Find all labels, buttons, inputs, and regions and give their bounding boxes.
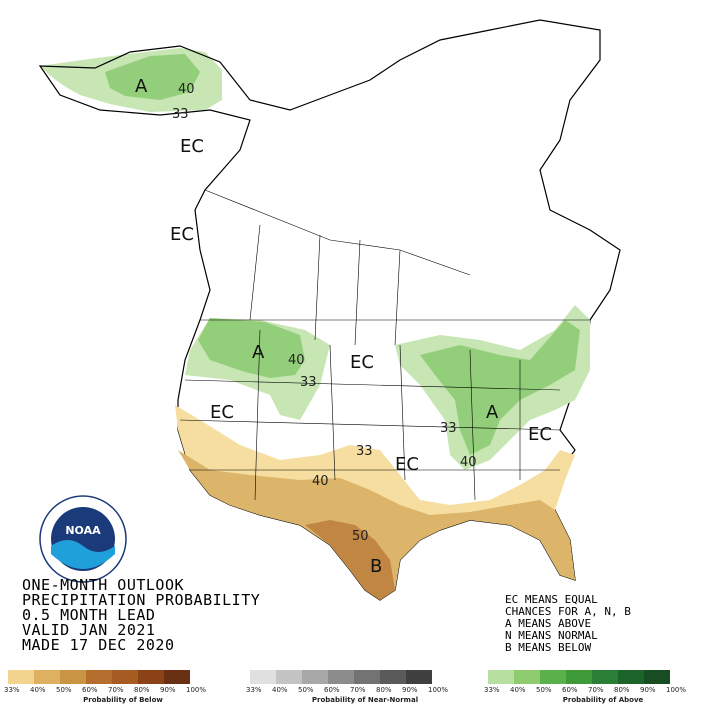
legend-below-tick: 100% (186, 686, 207, 694)
state-boundaries (179, 189, 590, 501)
south-below-50 (305, 520, 395, 600)
legend-normal-tick: 70% (350, 686, 366, 694)
region-label-north-plains: EC (350, 352, 374, 373)
legend-normal-swatch (380, 670, 406, 684)
region-label-northwest: A (252, 342, 265, 363)
legend-normal: 33% 40% 50% 60% 70% 80% 90% 100% Probability of… (246, 670, 480, 706)
legend-normal-swatch (250, 670, 276, 684)
legend-normal-tick: 33% (246, 686, 262, 694)
legend-normal-swatch (302, 670, 328, 684)
northeast-above-40 (420, 320, 580, 455)
south-below-40 (178, 450, 575, 600)
region-label-canada-west: EC (180, 136, 204, 157)
region-label-west: EC (210, 402, 234, 423)
legend-above-swatch (644, 670, 670, 684)
legend-above-swatch (618, 670, 644, 684)
legend-above-tick: 80% (614, 686, 630, 694)
noaa-logo: NOAA (39, 495, 127, 583)
legend-above-swatch (592, 670, 618, 684)
region-label-ohio-valley: A (486, 402, 499, 423)
legend-below-swatch (34, 670, 60, 684)
legend-below-swatches (8, 670, 238, 684)
contour-label-northwest-40: 40 (288, 353, 305, 368)
northwest-above-40 (198, 318, 305, 378)
legend-above-tick: 90% (640, 686, 656, 694)
contour-label-alaska-40: 40 (178, 82, 195, 97)
legend-normal-swatch (328, 670, 354, 684)
legend-above-swatch (566, 670, 592, 684)
region-label-bc: EC (170, 224, 194, 245)
legend-above-swatches (488, 670, 718, 684)
contour-label-midwest-40: 40 (460, 455, 477, 470)
legend-above-swatch (488, 670, 514, 684)
legend-above-tick: 50% (536, 686, 552, 694)
legend-normal-tick: 80% (376, 686, 392, 694)
title-block: ONE-MONTH OUTLOOK PRECIPITATION PROBABIL… (22, 578, 260, 653)
legend-above-tick: 100% (666, 686, 687, 694)
legend-below-swatch (112, 670, 138, 684)
contour-label-midwest-33: 33 (440, 421, 457, 436)
legend-below-tick: 90% (160, 686, 176, 694)
note-line-3: A MEANS ABOVE (505, 617, 592, 630)
contour-label-south-40: 40 (312, 474, 329, 489)
contour-label-south-50: 50 (352, 529, 369, 544)
legend-below: 33% 40% 50% 60% 70% 80% 90% 100% Probability of… (4, 670, 238, 706)
legend-below-tick: 70% (108, 686, 124, 694)
legend-normal-swatch (276, 670, 302, 684)
legend-below-tick: 80% (134, 686, 150, 694)
contour-label-northwest-33: 33 (300, 375, 317, 390)
title-line-3: 0.5 MONTH LEAD (22, 606, 156, 624)
legend-below-ticks: 33% 40% 50% 60% 70% 80% 90% 100% (4, 684, 238, 694)
title-line-4: VALID JAN 2021 (22, 621, 156, 639)
legend-normal-swatch (354, 670, 380, 684)
region-label-alaska: A (135, 76, 148, 97)
region-label-central: EC (395, 454, 419, 475)
legend-normal-tick: 40% (272, 686, 288, 694)
legend-below-swatch (8, 670, 34, 684)
legend-below-caption: Probability of Below (83, 696, 163, 704)
legend-notes: EC MEANS EQUAL CHANCES FOR A, N, B A MEA… (505, 594, 631, 654)
title-line-5: MADE 17 DEC 2020 (22, 636, 175, 654)
legend-normal-caption: Probability of Near-Normal (311, 696, 419, 704)
legend-normal-tick: 90% (402, 686, 418, 694)
legend-below-swatch (138, 670, 164, 684)
legend-normal-tick: 100% (428, 686, 449, 694)
legend-normal-swatches (250, 670, 480, 684)
contour-label-alaska-33: 33 (172, 107, 189, 122)
legend-below-tick: 33% (4, 686, 20, 694)
note-line-2: CHANCES FOR A, N, B (505, 605, 631, 618)
legend-normal-swatch (406, 670, 432, 684)
legend-above-tick: 33% (484, 686, 500, 694)
contour-label-south-33: 33 (356, 444, 373, 459)
legend-below-tick: 50% (56, 686, 72, 694)
legend-above: 33% 40% 50% 60% 70% 80% 90% 100% Probability of… (484, 670, 718, 706)
region-label-east: EC (528, 424, 552, 445)
legend-below-swatch (164, 670, 190, 684)
legend-below-tick: 60% (82, 686, 98, 694)
legend-above-ticks: 33% 40% 50% 60% 70% 80% 90% 100% (484, 684, 718, 694)
legend-above-tick: 70% (588, 686, 604, 694)
legend-normal-tick: 50% (298, 686, 314, 694)
title-line-1: ONE-MONTH OUTLOOK (22, 576, 185, 594)
legend-below-swatch (60, 670, 86, 684)
note-line-1: EC MEANS EQUAL (505, 593, 598, 606)
legend-above-tick: 40% (510, 686, 526, 694)
alaska-above-40 (105, 54, 200, 100)
legend-below-tick: 40% (30, 686, 46, 694)
legend-normal-ticks: 33% 40% 50% 60% 70% 80% 90% 100% (246, 684, 480, 694)
legend-below-swatch (86, 670, 112, 684)
legend-above-tick: 60% (562, 686, 578, 694)
legend-above-swatch (540, 670, 566, 684)
legend-above-swatch (514, 670, 540, 684)
title-line-2: PRECIPITATION PROBABILITY (22, 591, 261, 609)
note-line-4: N MEANS NORMAL (505, 629, 598, 642)
legend-above-caption: Probability of Above (562, 696, 644, 704)
region-label-texas: B (370, 556, 382, 577)
noaa-logo-text: NOAA (65, 524, 101, 537)
legend-normal-tick: 60% (324, 686, 340, 694)
note-line-5: B MEANS BELOW (505, 641, 592, 654)
